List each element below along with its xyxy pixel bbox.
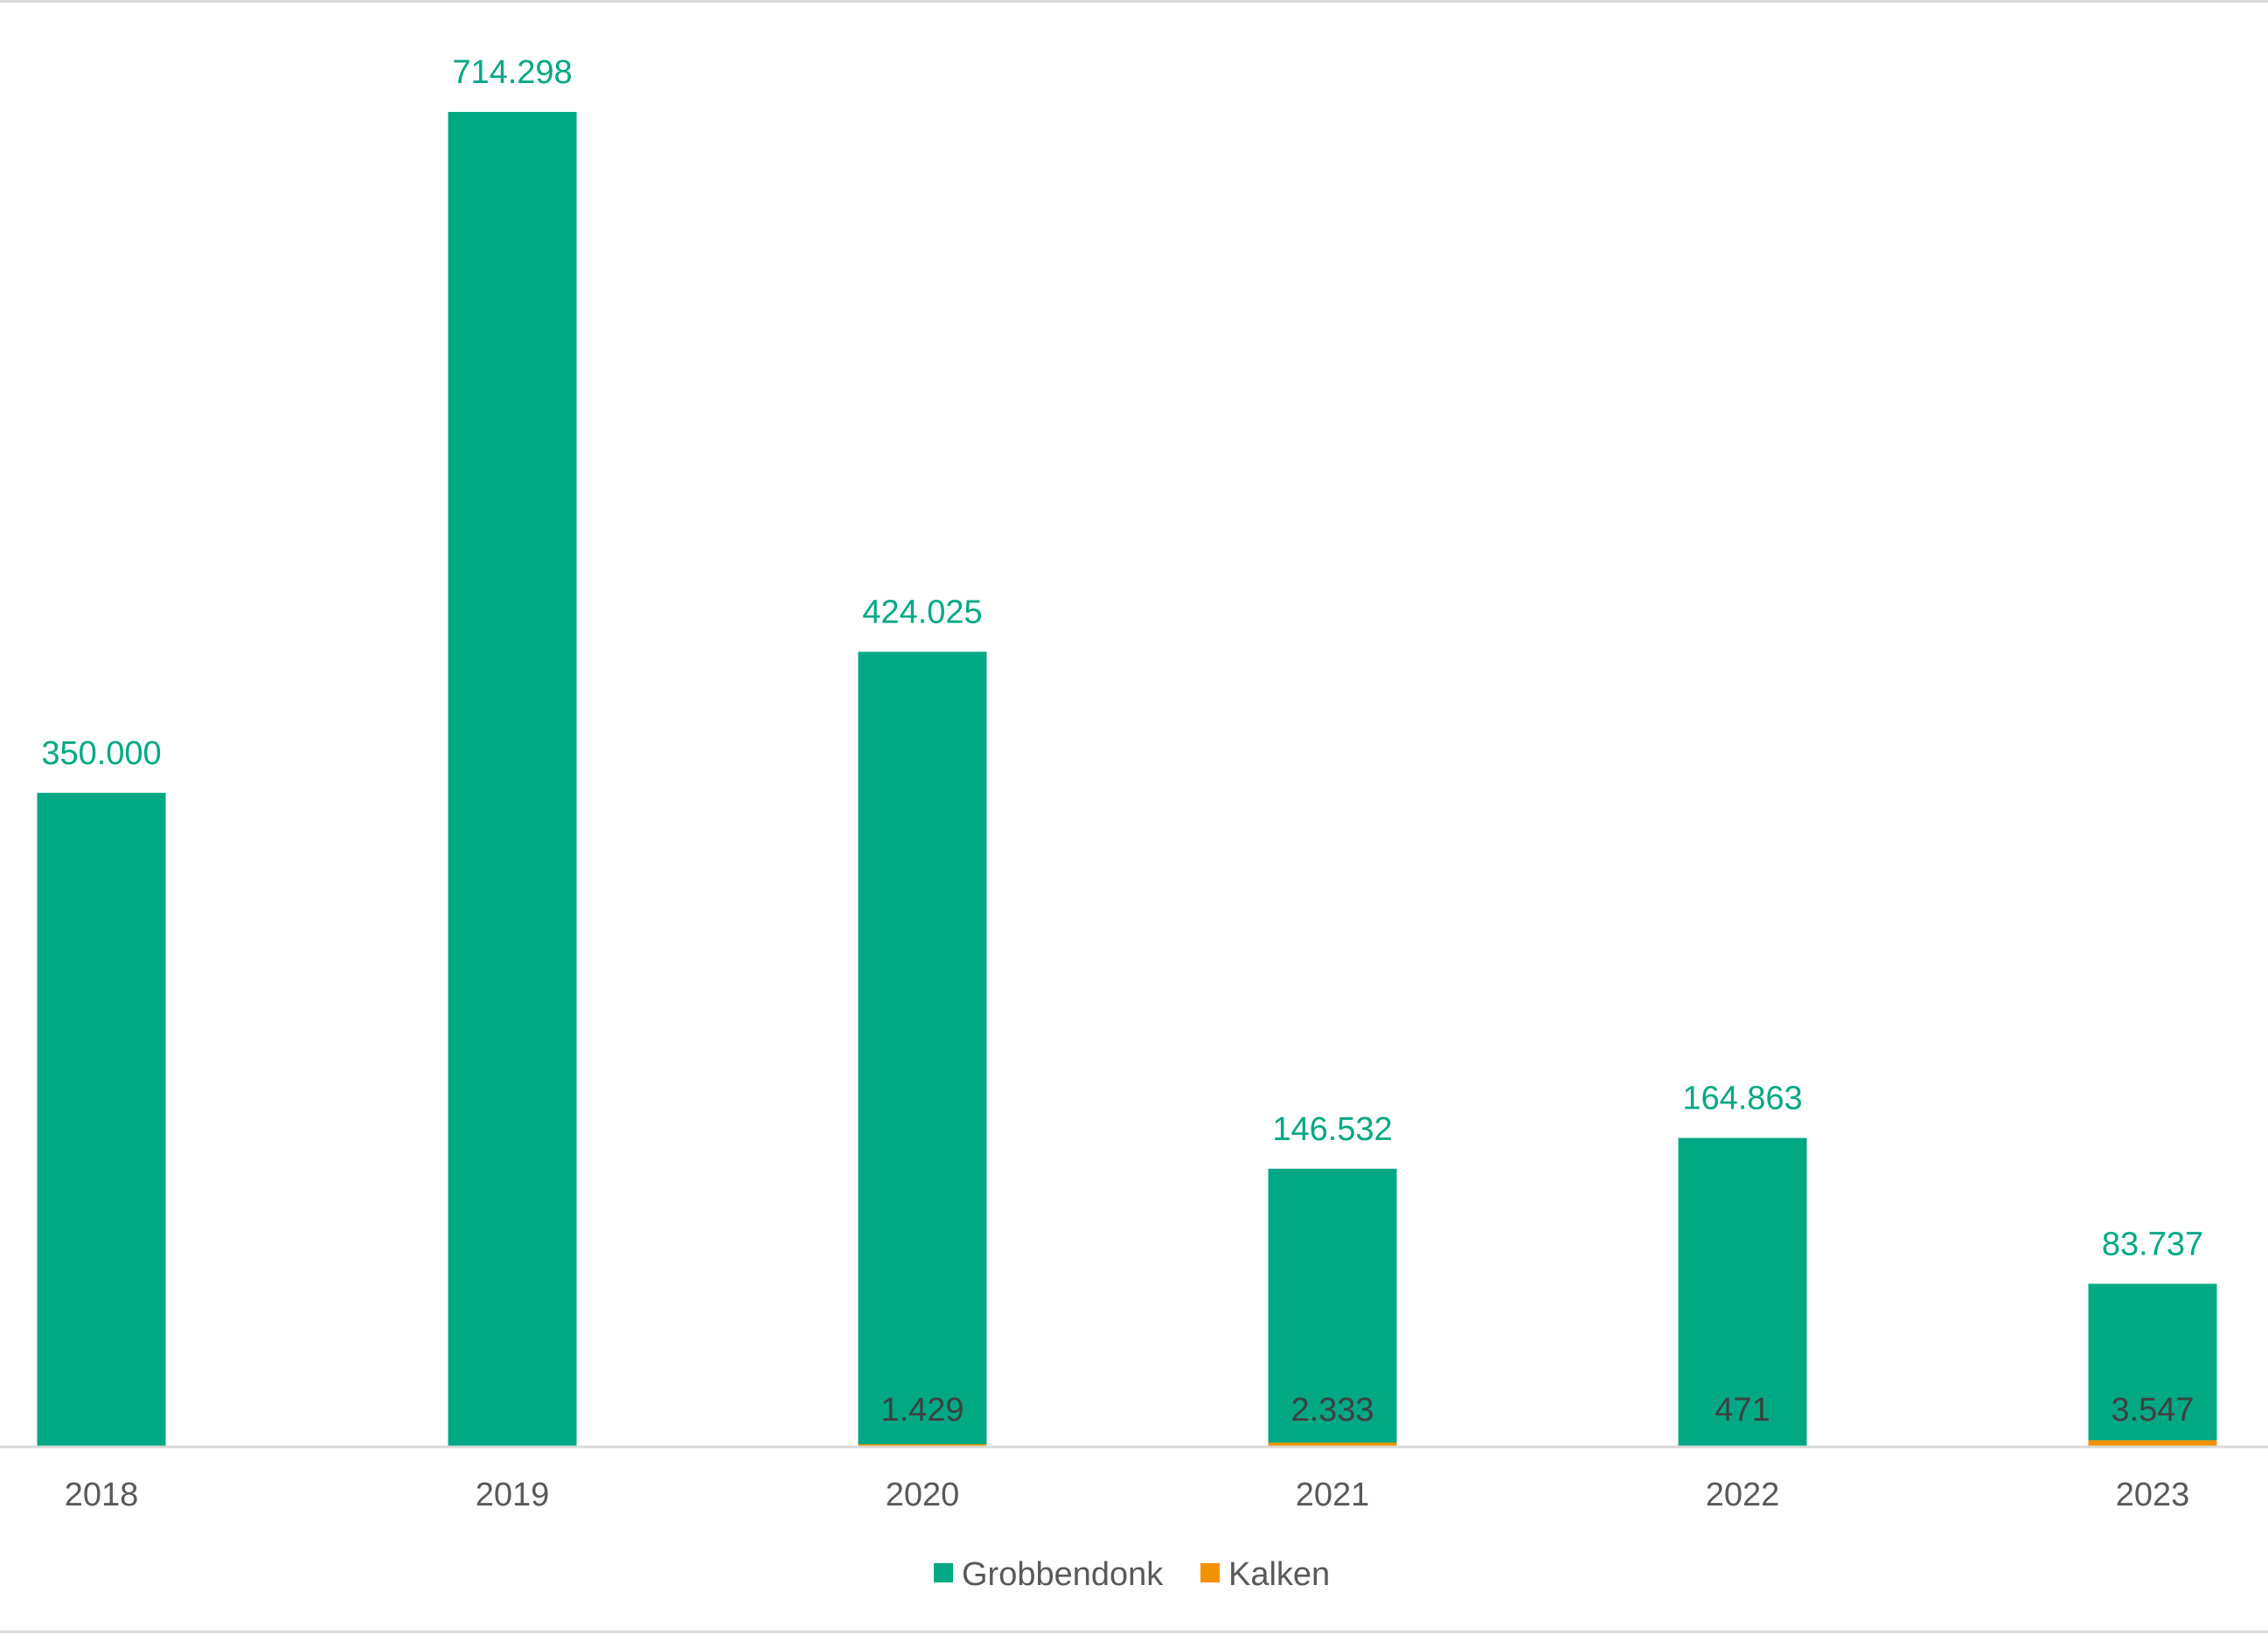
bar-grobbendonk-2019 bbox=[448, 112, 577, 1447]
chart-frame-bottom bbox=[0, 1631, 2268, 1633]
x-tick-label-2020: 2020 bbox=[886, 1477, 960, 1513]
data-label-grobbendonk-2021: 146.532 bbox=[1272, 1111, 1392, 1148]
bar-grobbendonk-2020 bbox=[858, 651, 987, 1444]
x-tick-label-2022: 2022 bbox=[1706, 1477, 1780, 1513]
data-label-grobbendonk-2020: 424.025 bbox=[862, 594, 982, 631]
data-labels-group: 350.000 714.298 1.429 424.025 2.333 146.532 47… bbox=[41, 54, 2203, 1429]
bar-grobbendonk-2021 bbox=[1268, 1168, 1397, 1443]
data-label-grobbendonk-2022: 164.863 bbox=[1682, 1081, 1802, 1117]
x-tick-label-2023: 2023 bbox=[2116, 1477, 2190, 1513]
x-tick-label-2019: 2019 bbox=[476, 1477, 550, 1513]
legend-label-grobbendonk: Grobbendonk bbox=[962, 1556, 1164, 1593]
x-tick-labels-group: 2018 2019 2020 2021 2022 2023 bbox=[65, 1477, 2190, 1513]
x-tick-label-2018: 2018 bbox=[65, 1477, 139, 1513]
legend-swatch-kalken bbox=[1200, 1563, 1220, 1582]
bar-grobbendonk-2022 bbox=[1678, 1137, 1807, 1446]
bar-grobbendonk-2018 bbox=[37, 792, 166, 1447]
data-label-grobbendonk-2019: 714.298 bbox=[452, 54, 572, 91]
x-tick-label-2021: 2021 bbox=[1296, 1477, 1370, 1513]
bar-kalken-2020 bbox=[858, 1443, 987, 1447]
legend: Grobbendonk Kalken bbox=[934, 1556, 1330, 1593]
chart-frame-top bbox=[0, 0, 2268, 3]
legend-label-kalken: Kalken bbox=[1228, 1556, 1330, 1593]
legend-swatch-grobbendonk bbox=[934, 1563, 953, 1582]
bar-grobbendonk-2023 bbox=[2088, 1283, 2217, 1441]
data-label-grobbendonk-2023: 83.737 bbox=[2102, 1226, 2203, 1262]
data-label-kalken-2021: 2.333 bbox=[1291, 1392, 1374, 1429]
bar-kalken-2021 bbox=[1268, 1443, 1397, 1447]
bars-group bbox=[37, 112, 2217, 1447]
data-label-kalken-2020: 1.429 bbox=[880, 1392, 964, 1429]
data-label-grobbendonk-2018: 350.000 bbox=[41, 735, 161, 772]
bar-kalken-2023 bbox=[2088, 1440, 2217, 1447]
data-label-kalken-2023: 3.547 bbox=[2111, 1392, 2194, 1429]
data-label-kalken-2022: 471 bbox=[1715, 1392, 1770, 1429]
